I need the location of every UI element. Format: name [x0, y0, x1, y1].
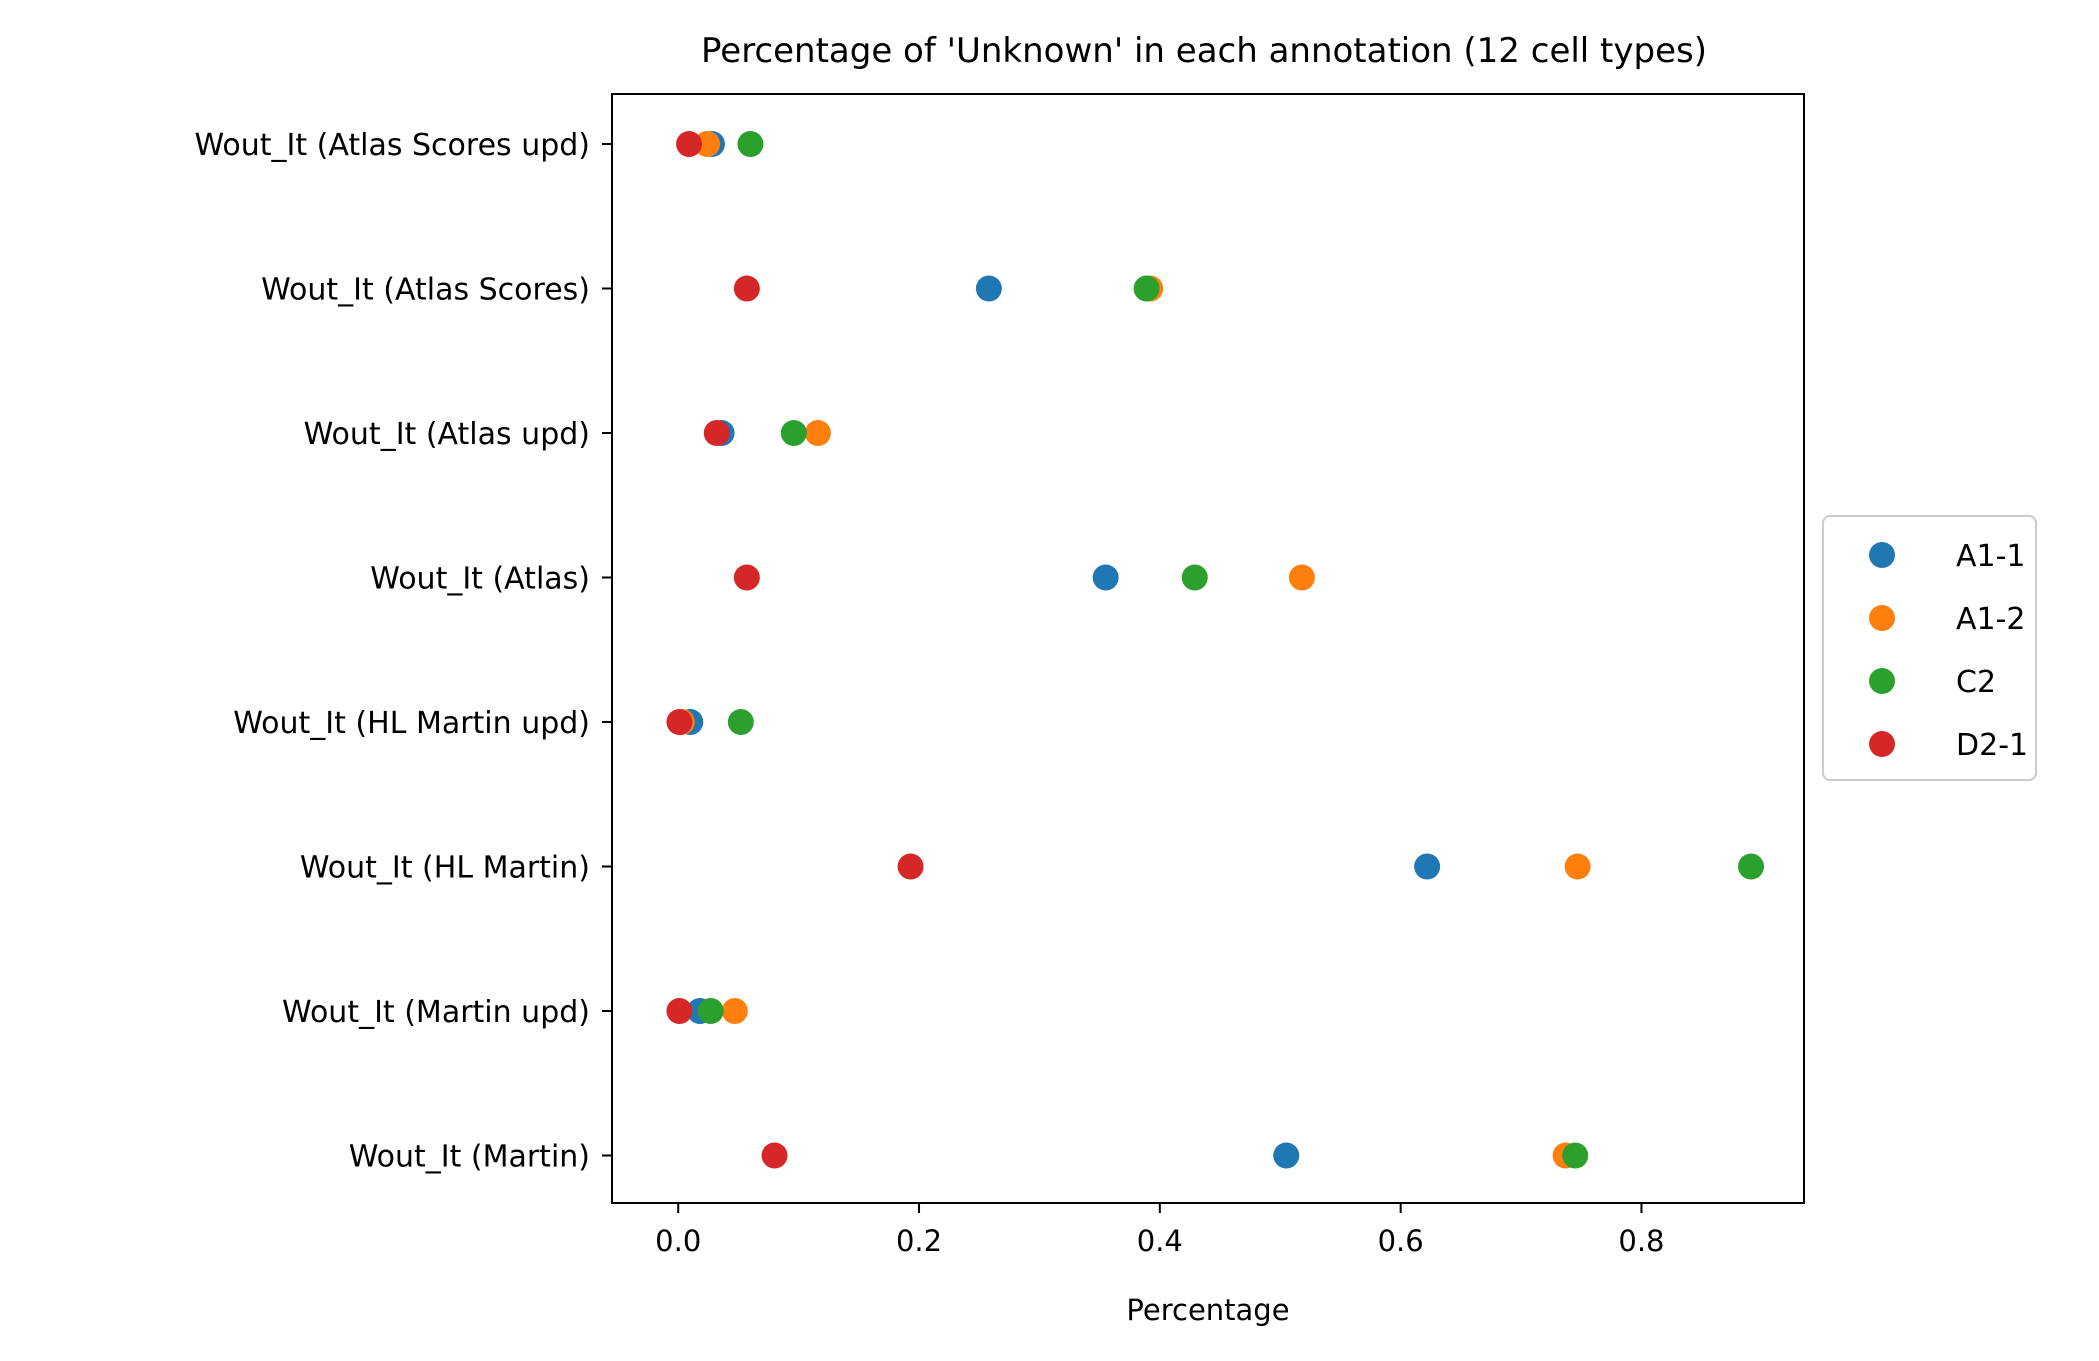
y-tick-label: Wout_It (Atlas Scores) — [261, 273, 590, 308]
data-point-d2-1 — [733, 564, 760, 591]
plot-area-frame — [611, 93, 1805, 1204]
data-point-c2 — [780, 420, 807, 446]
legend-label: A1-1 — [1956, 539, 2026, 574]
chart-title: Percentage of 'Unknown' in each annotati… — [701, 31, 1707, 71]
y-tick-label: Wout_It (Atlas upd) — [304, 417, 590, 452]
legend-label: D2-1 — [1956, 728, 2028, 763]
legend-marker — [1869, 668, 1895, 694]
x-tick-label: 0.8 — [1618, 1224, 1664, 1258]
data-point-c2 — [1738, 853, 1765, 880]
data-point-a1-2 — [1564, 853, 1591, 880]
y-axis-labels: Wout_It (Atlas Scores upd) Wout_It (Atlas… — [194, 128, 612, 1175]
data-point-a1-2 — [1288, 564, 1315, 591]
data-point-c2 — [737, 131, 764, 157]
data-point-a1-1 — [1414, 853, 1441, 880]
y-tick-label: Wout_It (Atlas) — [370, 562, 590, 597]
data-point-c2 — [697, 998, 724, 1024]
data-point-d2-1 — [761, 1142, 788, 1169]
data-point-a1-2 — [804, 420, 831, 446]
legend-label: A1-2 — [1956, 602, 2026, 637]
x-tick-label: 0.0 — [655, 1224, 701, 1258]
data-point-a1-2 — [694, 131, 721, 157]
y-tick-label: Wout_It (HL Martin) — [300, 851, 590, 886]
data-point-d2-1 — [666, 998, 693, 1024]
data-point-a1-1 — [1273, 1142, 1300, 1169]
x-axis-ticks: 0.0 0.2 0.4 0.6 0.8 — [655, 1203, 1665, 1258]
data-point-c2 — [1181, 564, 1208, 591]
data-point-a1-1 — [1092, 564, 1119, 591]
data-point-d2-1 — [666, 709, 693, 735]
data-point-c2 — [1562, 1142, 1589, 1169]
data-point-d2-1 — [676, 131, 703, 157]
x-tick-label: 0.6 — [1378, 1224, 1424, 1258]
y-tick-label: Wout_It (Martin upd) — [282, 995, 590, 1030]
data-point-d2-1 — [733, 275, 760, 302]
y-tick-label: Wout_It (Martin) — [349, 1140, 590, 1175]
data-point-c2 — [1133, 275, 1160, 302]
legend-marker — [1869, 731, 1895, 757]
legend-box — [1822, 515, 2037, 781]
x-axis-label: Percentage — [1126, 1293, 1289, 1327]
y-tick-label: Wout_It (Atlas Scores upd) — [194, 128, 590, 163]
legend: A1-1 A1-2 C2 D2-1 — [1822, 515, 2037, 781]
y-tick-label: Wout_It (HL Martin upd) — [233, 706, 590, 741]
x-tick-label: 0.2 — [896, 1224, 942, 1258]
x-tick-label: 0.4 — [1137, 1224, 1183, 1258]
data-point-c2 — [727, 709, 754, 735]
data-points — [666, 131, 1765, 1169]
data-point-d2-1 — [897, 853, 924, 880]
data-point-a1-2 — [721, 998, 748, 1024]
legend-marker — [1869, 605, 1895, 631]
data-point-a1-1 — [975, 275, 1002, 302]
legend-marker — [1869, 542, 1895, 568]
data-point-d2-1 — [703, 420, 730, 446]
legend-label: C2 — [1956, 665, 1996, 700]
